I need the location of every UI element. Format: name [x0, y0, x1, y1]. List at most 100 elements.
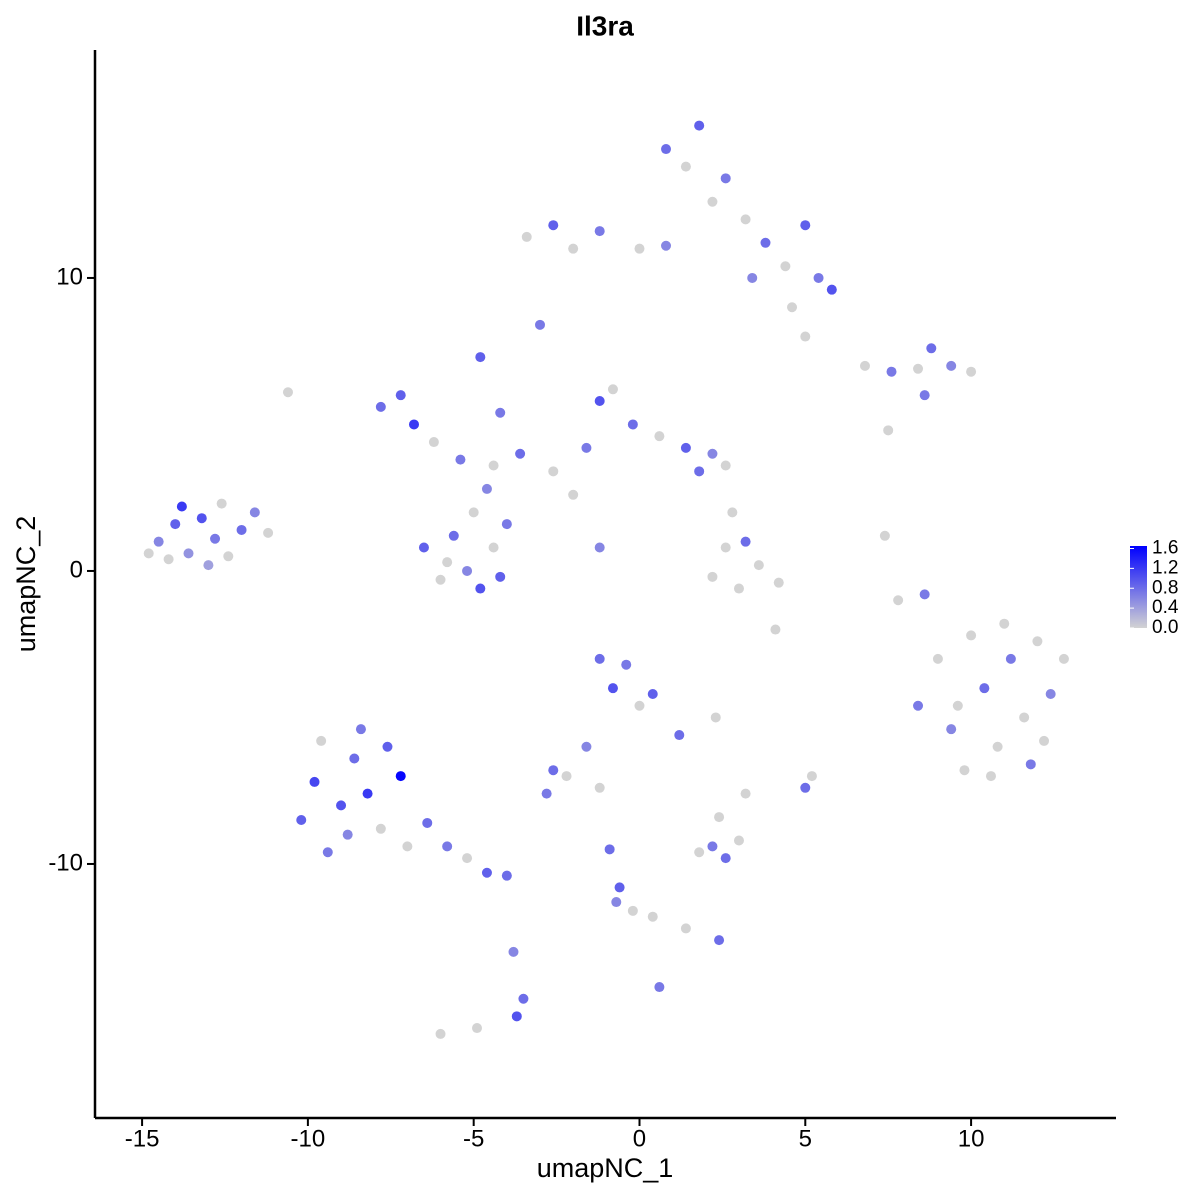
point	[607, 384, 618, 395]
point	[800, 331, 811, 342]
x-tick-label: 0	[633, 1125, 646, 1152]
point	[621, 659, 632, 670]
colorbar-tick-label: 1.6	[1152, 538, 1178, 559]
x-tick-label: -5	[463, 1125, 484, 1152]
point	[475, 583, 486, 594]
point	[409, 419, 420, 430]
point	[800, 220, 811, 231]
point	[966, 366, 977, 377]
point	[581, 442, 592, 453]
point	[395, 771, 406, 782]
point	[647, 911, 658, 922]
point	[495, 571, 506, 582]
point	[710, 712, 721, 723]
point	[428, 437, 439, 448]
point	[442, 557, 453, 568]
point	[435, 574, 446, 585]
x-tick-label: -15	[125, 1125, 160, 1152]
point	[985, 771, 996, 782]
point	[720, 853, 731, 864]
point	[946, 360, 957, 371]
point	[143, 548, 154, 559]
point	[210, 533, 221, 544]
point	[382, 741, 393, 752]
colorbar-gradient	[1130, 546, 1147, 628]
point	[773, 577, 784, 588]
point	[720, 542, 731, 553]
points	[143, 120, 1069, 1039]
colorbar-tick-label: 0.4	[1152, 597, 1179, 618]
point	[740, 214, 751, 225]
point	[355, 724, 366, 735]
point	[826, 284, 837, 295]
point	[680, 442, 691, 453]
point	[402, 841, 413, 852]
point	[727, 507, 738, 518]
point	[422, 817, 433, 828]
point	[435, 1028, 446, 1039]
y-tick-label: 0	[70, 556, 83, 583]
point	[541, 788, 552, 799]
point	[813, 272, 824, 283]
colorbar: 0.00.40.81.21.6	[1130, 538, 1179, 638]
point	[694, 120, 705, 131]
point	[932, 653, 943, 664]
point	[611, 897, 622, 908]
point	[740, 788, 751, 799]
x-tick-label: -10	[291, 1125, 326, 1152]
point	[511, 1011, 522, 1022]
point	[654, 431, 665, 442]
point	[654, 982, 665, 993]
point	[694, 847, 705, 858]
point	[296, 815, 307, 826]
point	[183, 548, 194, 559]
point	[316, 735, 327, 746]
point	[919, 589, 930, 600]
point	[322, 847, 333, 858]
point	[883, 425, 894, 436]
point	[694, 466, 705, 477]
point	[594, 782, 605, 793]
x-tick-label: 5	[799, 1125, 812, 1152]
point	[604, 844, 615, 855]
colorbar-tick-label: 0.8	[1152, 577, 1178, 598]
point	[548, 765, 559, 776]
point	[661, 144, 672, 155]
chart-title: Il3ra	[576, 10, 634, 41]
x-axis-title: umapNC_1	[537, 1153, 674, 1183]
point	[362, 788, 373, 799]
point	[707, 448, 718, 459]
point	[249, 507, 260, 518]
point	[919, 390, 930, 401]
point	[720, 173, 731, 184]
point	[952, 700, 963, 711]
point	[442, 841, 453, 852]
point	[733, 835, 744, 846]
point	[607, 683, 618, 694]
point	[521, 231, 532, 242]
point	[926, 343, 937, 354]
point	[203, 560, 214, 571]
point	[720, 460, 731, 471]
point	[661, 240, 672, 251]
point	[800, 782, 811, 793]
point	[1025, 759, 1036, 770]
point	[153, 536, 164, 547]
y-tick-label: -10	[48, 849, 83, 876]
point	[1045, 689, 1056, 700]
point	[336, 800, 347, 811]
point	[859, 360, 870, 371]
point	[535, 319, 546, 330]
point	[760, 237, 771, 248]
point	[1019, 712, 1030, 723]
point	[515, 448, 526, 459]
point	[707, 841, 718, 852]
point	[462, 565, 473, 576]
point	[418, 542, 429, 553]
point	[170, 519, 181, 530]
point	[594, 396, 605, 407]
point	[448, 530, 459, 541]
point	[196, 513, 207, 524]
x-tick-label: 10	[958, 1125, 985, 1152]
